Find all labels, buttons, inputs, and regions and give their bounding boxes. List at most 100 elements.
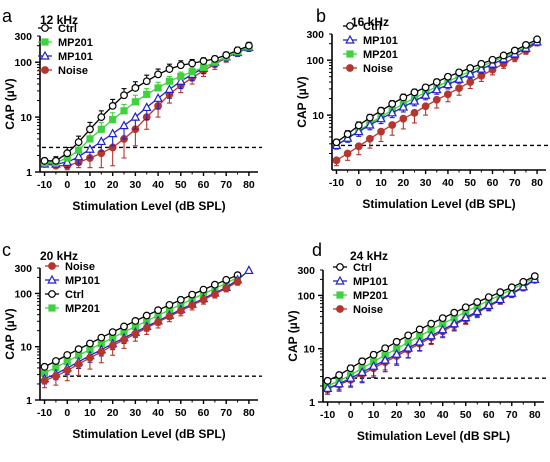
y-axis-label: CAP (µV) [3, 78, 17, 129]
data-point [323, 376, 332, 385]
data-point [176, 306, 185, 315]
x-tick-label: 40 [442, 177, 454, 189]
data-point [450, 308, 459, 317]
data-point [368, 360, 379, 370]
legend-marker [41, 66, 49, 74]
x-tick-label: -10 [329, 177, 344, 189]
legend-label: MP101 [363, 35, 398, 47]
data-point [388, 121, 397, 129]
data-point [131, 329, 140, 338]
data-point [410, 88, 419, 97]
x-tick-label: 70 [506, 409, 518, 421]
data-point [443, 79, 453, 89]
data-point [131, 84, 140, 92]
data-point [74, 345, 83, 354]
x-tick-label: 10 [84, 407, 96, 419]
data-point [85, 143, 95, 153]
x-tick-label: 20 [391, 409, 403, 421]
data-point [86, 339, 94, 348]
legend-marker [40, 50, 50, 60]
x-tick-label: -10 [37, 407, 52, 419]
data-point [449, 318, 460, 328]
legend-marker [41, 38, 49, 46]
data-point [399, 114, 408, 123]
data-point [415, 325, 424, 334]
x-tick-label: 0 [356, 177, 362, 189]
data-point [398, 101, 409, 111]
y-tick-label: 1 [309, 397, 315, 409]
data-point [460, 312, 471, 322]
legend-marker [336, 263, 344, 271]
data-point [410, 108, 419, 117]
data-point [518, 281, 529, 291]
y-tick-label: 10 [303, 344, 315, 356]
data-point [499, 51, 508, 60]
data-point [404, 331, 413, 340]
data-point [73, 151, 84, 161]
y-tick-label: 10 [20, 342, 32, 354]
data-point [74, 138, 83, 147]
data-point [97, 333, 106, 342]
data-point [345, 372, 356, 382]
y-tick-label: 100 [297, 290, 315, 302]
x-tick-label: 60 [198, 407, 210, 419]
data-point [455, 68, 463, 77]
y-tick-label: 300 [297, 265, 315, 277]
data-point [346, 364, 355, 373]
data-point [86, 125, 94, 134]
y-tick-label: 10 [312, 110, 324, 122]
x-tick-label: 0 [348, 409, 354, 421]
data-point [437, 324, 448, 334]
legend-marker [48, 290, 56, 298]
chart-title: 16 kHz [351, 15, 389, 29]
x-tick-label: 60 [487, 177, 499, 189]
legend-marker [346, 50, 354, 58]
data-point [210, 54, 219, 63]
data-point [142, 77, 151, 86]
x-axis-label: Stimulation Level (dB SPL) [362, 197, 515, 211]
y-tick-label: 1 [26, 167, 32, 179]
y-axis-label: CAP (µV) [3, 308, 17, 359]
series-ctrl [40, 41, 253, 165]
x-tick-label: 80 [531, 177, 543, 189]
data-point [40, 156, 49, 165]
data-point [86, 353, 94, 362]
chart-panel-a: a 12 kHz 1 10 100 300 -10 0 10 20 30 40 50 60 70 80 Stim… [2, 6, 262, 213]
legend-label: Ctrl [58, 23, 77, 35]
data-point [354, 142, 363, 151]
legend-marker [41, 24, 49, 32]
legend-label: MP201 [363, 49, 398, 61]
x-tick-label: 50 [175, 407, 187, 419]
data-point [530, 272, 539, 281]
x-tick-label: 10 [368, 409, 380, 421]
x-tick-label: 80 [243, 179, 255, 191]
data-point [130, 111, 141, 121]
chart-panel-d: d 24 kHz 1 10 100 300 -10 0 10 20 30 40 50 60 70 80 Stim… [286, 240, 548, 443]
data-point [165, 300, 174, 309]
data-point [392, 337, 401, 346]
data-point [335, 371, 344, 379]
x-tick-label: 30 [130, 407, 142, 419]
data-point [426, 330, 437, 340]
legend: Ctrl MP101 MP201 Noise [333, 262, 388, 316]
data-point [533, 35, 541, 44]
data-point [154, 318, 162, 326]
y-axis-label: CAP (µV) [286, 310, 300, 361]
data-point [343, 149, 352, 158]
data-point [176, 295, 185, 304]
data-point [131, 317, 140, 325]
data-point [388, 99, 397, 108]
data-point [51, 372, 60, 381]
data-point [377, 106, 385, 115]
x-tick-label: 20 [397, 177, 409, 189]
data-point [108, 101, 117, 110]
x-tick-label: 60 [198, 179, 210, 191]
chart-title: 12 kHz [40, 13, 78, 27]
data-point [143, 90, 151, 98]
data-point [120, 322, 128, 331]
data-point [199, 285, 208, 294]
data-point [199, 57, 208, 65]
data-point [438, 314, 447, 323]
data-point [108, 341, 117, 350]
data-point [164, 84, 175, 93]
